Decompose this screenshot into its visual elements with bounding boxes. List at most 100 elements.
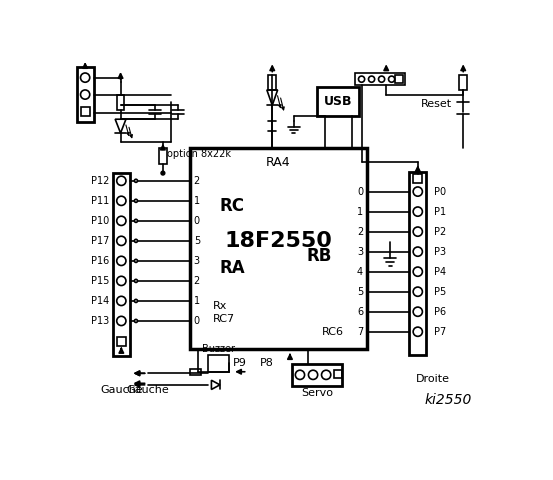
Text: Servo: Servo — [301, 388, 333, 398]
Text: Gauche: Gauche — [126, 385, 169, 395]
Circle shape — [309, 370, 317, 380]
Circle shape — [358, 76, 364, 82]
Circle shape — [117, 216, 126, 226]
Text: P11: P11 — [91, 196, 109, 206]
Text: 3: 3 — [194, 256, 200, 266]
Circle shape — [117, 316, 126, 325]
Text: RC6: RC6 — [322, 327, 344, 337]
Text: P12: P12 — [91, 176, 109, 186]
Bar — [81, 107, 90, 116]
Text: USB: USB — [324, 95, 352, 108]
Text: P6: P6 — [434, 307, 446, 317]
Text: P8: P8 — [260, 358, 274, 368]
Circle shape — [321, 370, 331, 380]
Circle shape — [389, 76, 395, 82]
Bar — [293, 364, 342, 385]
Circle shape — [117, 276, 126, 286]
Text: RA4: RA4 — [266, 156, 291, 169]
Text: RC: RC — [219, 197, 244, 215]
Bar — [317, 87, 359, 116]
Circle shape — [413, 187, 422, 196]
Bar — [356, 73, 405, 85]
Text: 1: 1 — [194, 196, 200, 206]
Circle shape — [161, 171, 165, 175]
Circle shape — [134, 219, 138, 222]
Text: 18F2550: 18F2550 — [225, 231, 332, 251]
Text: 0: 0 — [357, 187, 363, 197]
Circle shape — [413, 287, 422, 296]
Circle shape — [81, 90, 90, 99]
Circle shape — [117, 236, 126, 245]
Bar — [159, 148, 167, 164]
Text: P16: P16 — [91, 256, 109, 266]
Circle shape — [413, 307, 422, 316]
Bar — [190, 148, 367, 348]
Circle shape — [368, 76, 374, 82]
Text: 3: 3 — [357, 247, 363, 257]
Text: P4: P4 — [434, 267, 446, 276]
Circle shape — [378, 76, 385, 82]
Text: P15: P15 — [91, 276, 109, 286]
Bar — [113, 173, 130, 356]
Circle shape — [413, 327, 422, 336]
Text: RA: RA — [219, 259, 245, 277]
Text: P7: P7 — [434, 327, 446, 337]
Text: 6: 6 — [357, 307, 363, 317]
Text: 2: 2 — [357, 227, 363, 237]
Text: P10: P10 — [91, 216, 109, 226]
Text: ki2550: ki2550 — [424, 393, 472, 407]
Text: P3: P3 — [434, 247, 446, 257]
Text: 0: 0 — [194, 316, 200, 326]
Bar — [409, 171, 426, 355]
Text: P9: P9 — [233, 358, 247, 368]
Text: P17: P17 — [91, 236, 109, 246]
Bar — [395, 75, 403, 83]
Text: P2: P2 — [434, 227, 446, 237]
Circle shape — [413, 267, 422, 276]
Text: Buzzer: Buzzer — [202, 344, 235, 354]
Circle shape — [413, 247, 422, 256]
Text: 1: 1 — [194, 296, 200, 306]
Text: 1: 1 — [357, 206, 363, 216]
Text: P13: P13 — [91, 316, 109, 326]
Bar — [117, 337, 126, 347]
Text: Rx: Rx — [213, 301, 227, 312]
Text: P5: P5 — [434, 287, 446, 297]
Text: RC7: RC7 — [213, 314, 235, 324]
Text: 5: 5 — [357, 287, 363, 297]
Text: 5: 5 — [194, 236, 200, 246]
Text: Gauche: Gauche — [101, 385, 143, 395]
Bar — [334, 370, 342, 378]
Circle shape — [134, 179, 138, 182]
Circle shape — [134, 259, 138, 263]
Circle shape — [117, 176, 126, 185]
Circle shape — [134, 319, 138, 323]
Circle shape — [134, 279, 138, 282]
Text: 4: 4 — [357, 267, 363, 276]
Bar — [460, 74, 467, 90]
Circle shape — [413, 207, 422, 216]
Text: 0: 0 — [194, 216, 200, 226]
Circle shape — [117, 256, 126, 265]
Text: P0: P0 — [434, 187, 446, 197]
Text: 2: 2 — [194, 176, 200, 186]
Bar — [268, 74, 276, 90]
Circle shape — [81, 73, 90, 82]
Bar — [77, 67, 93, 122]
Circle shape — [295, 370, 305, 380]
Circle shape — [134, 199, 138, 203]
Circle shape — [134, 240, 138, 242]
Text: Droite: Droite — [415, 374, 450, 384]
Text: RB: RB — [307, 247, 332, 265]
Text: 7: 7 — [357, 327, 363, 337]
Circle shape — [134, 300, 138, 302]
Text: P14: P14 — [91, 296, 109, 306]
Circle shape — [413, 227, 422, 236]
Bar — [190, 369, 201, 375]
Text: P1: P1 — [434, 206, 446, 216]
Circle shape — [117, 196, 126, 205]
Bar — [207, 355, 229, 372]
Text: option 8x22k: option 8x22k — [167, 149, 231, 159]
Text: Reset: Reset — [420, 99, 452, 109]
Bar — [117, 95, 124, 110]
